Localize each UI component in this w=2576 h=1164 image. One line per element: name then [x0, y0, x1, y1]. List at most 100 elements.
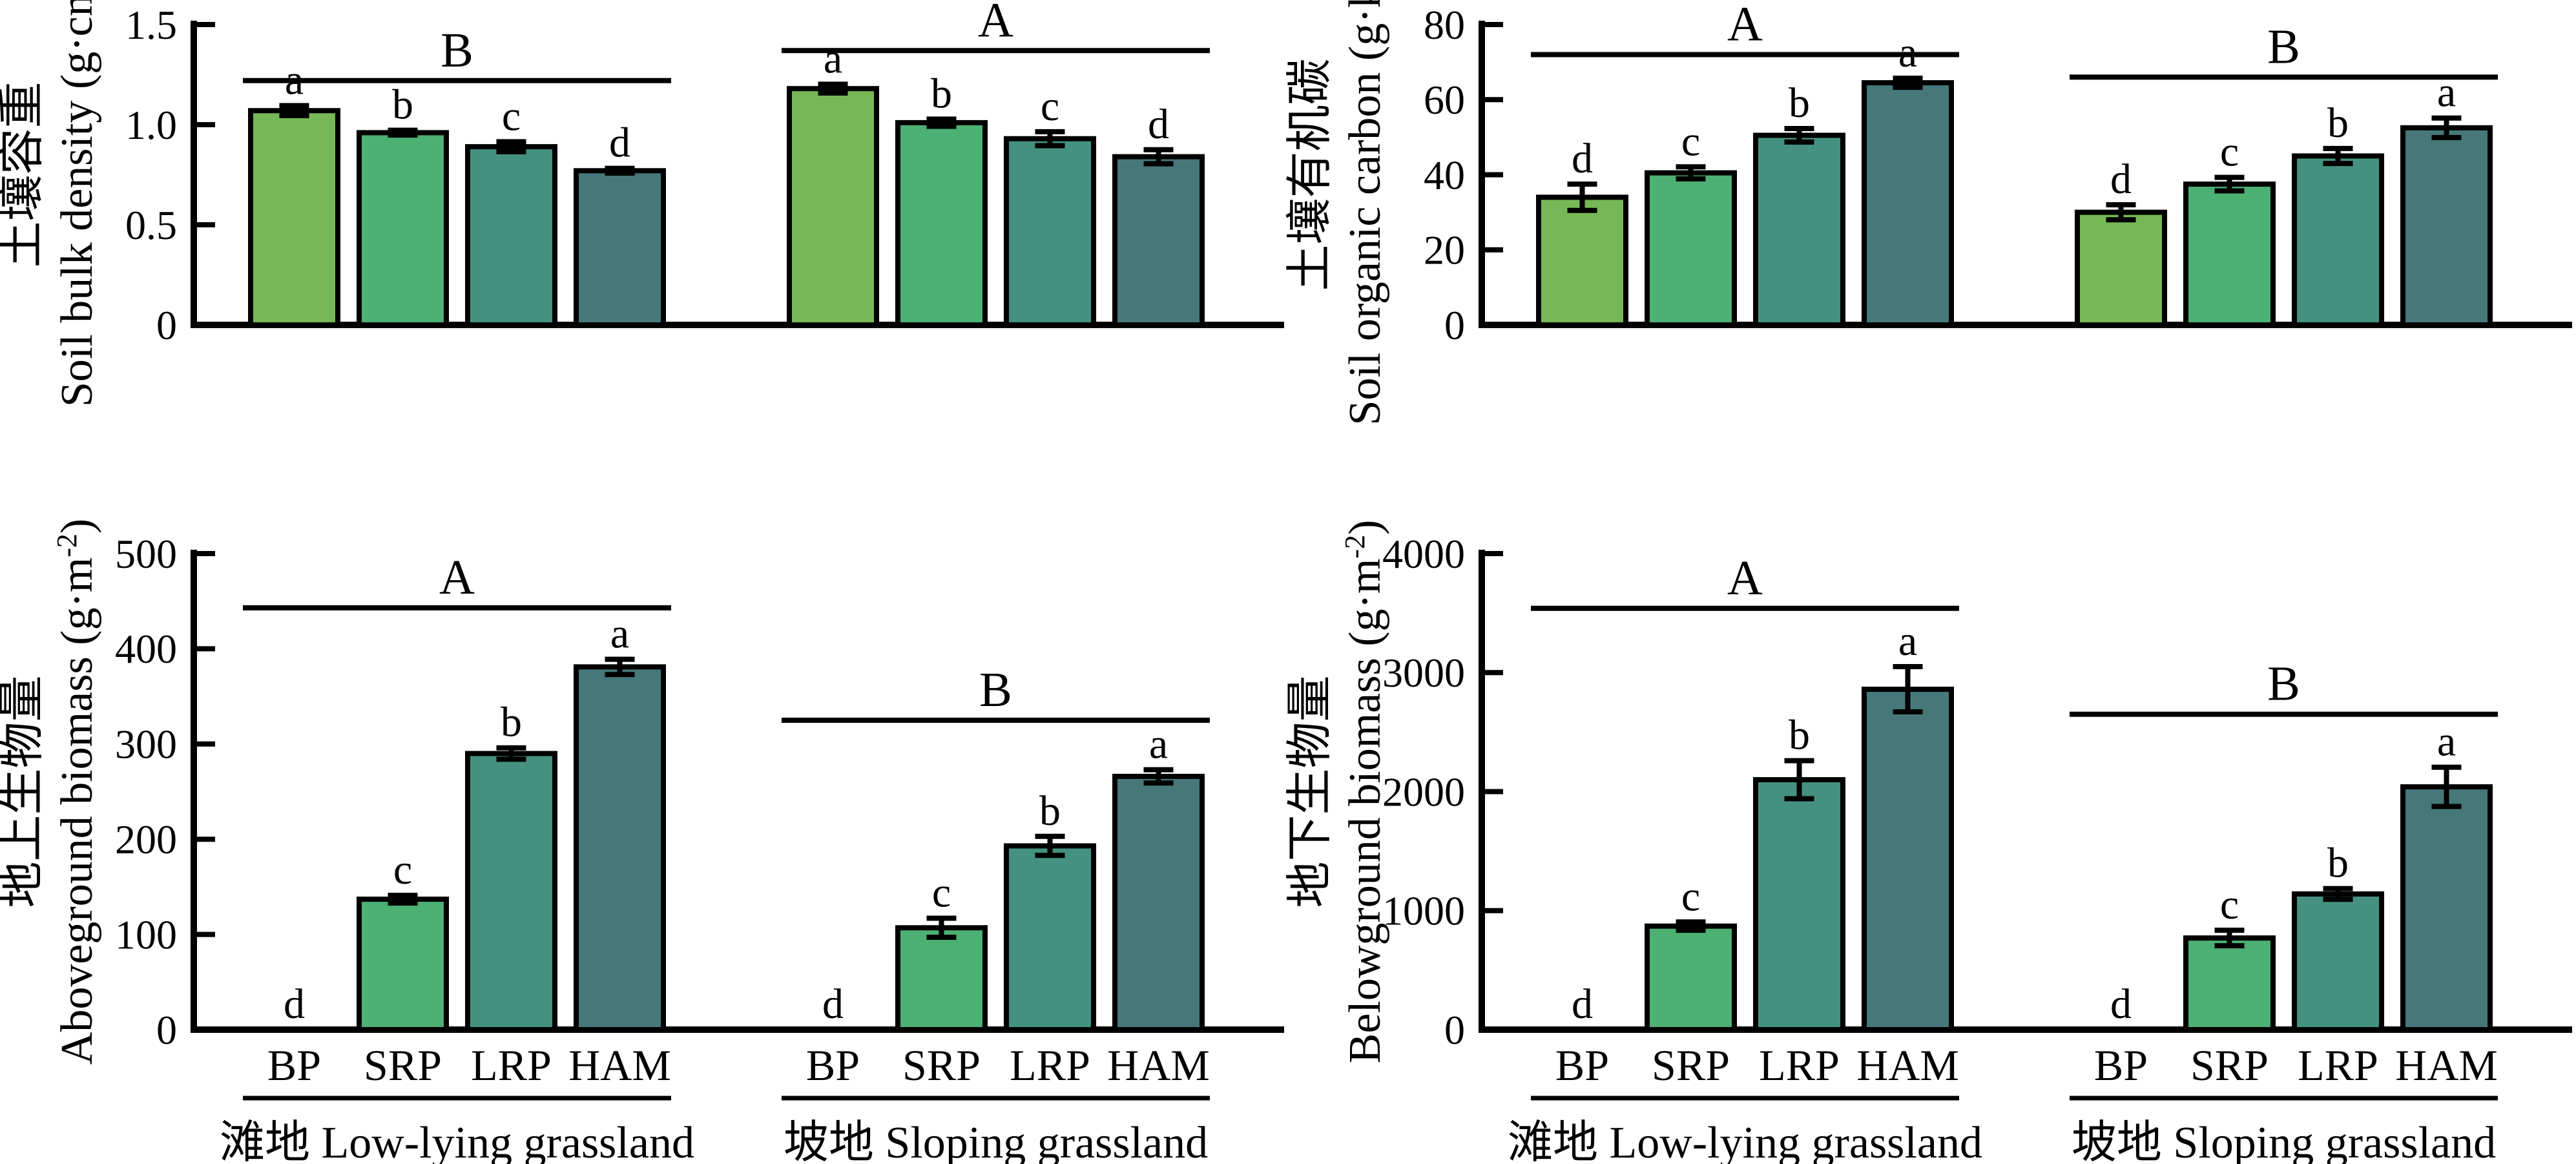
sig-letter: d — [2110, 981, 2132, 1028]
sig-letter: a — [610, 610, 629, 658]
x-category-label: BP — [806, 1041, 860, 1090]
group-low-lying: Ad BP c SRP b LRP a HAM 滩地 Low-lying grassland — [1508, 551, 1982, 1164]
sig-letter: b — [392, 81, 413, 129]
group-sloping: Aa b c d — [782, 0, 1210, 327]
bar-LRP — [1753, 132, 1845, 327]
y-axis-title-en: Belowground biomass (g·m-2) — [1339, 520, 1390, 1064]
y-axis-title-cn: 土壤有机碳 — [1284, 58, 1336, 291]
sig-letter: d — [1572, 981, 1593, 1028]
group-sig-letter: B — [2267, 657, 2300, 711]
sig-letter: c — [932, 869, 951, 917]
y-tick-label: 40 — [1424, 152, 1465, 198]
x-category-label: LRP — [1759, 1041, 1840, 1090]
bar-HAM — [1112, 154, 1205, 327]
sig-letter: d — [1148, 101, 1169, 148]
y-tick-label: 1000 — [1382, 888, 1465, 934]
bar-LRP — [465, 144, 557, 327]
sig-letter: b — [1789, 79, 1810, 127]
x-category-label: HAM — [1107, 1041, 1210, 1090]
x-category-label: HAM — [568, 1041, 671, 1090]
bar-SRP — [1645, 170, 1737, 327]
y-tick-label: 300 — [115, 722, 177, 767]
x-category-label: BP — [267, 1041, 321, 1090]
sig-letter: a — [2437, 69, 2456, 116]
sig-letter: a — [1898, 618, 1917, 665]
y-tick-label: 0 — [156, 1007, 177, 1053]
bar-SRP — [357, 130, 449, 327]
bar-BP — [248, 108, 340, 328]
bar-LRP — [1753, 777, 1845, 1032]
bar-SRP — [895, 120, 988, 327]
y-tick-label: 100 — [115, 911, 177, 957]
sig-letter: b — [931, 70, 952, 117]
bar-HAM — [2400, 784, 2493, 1032]
sig-letter: a — [2437, 718, 2456, 765]
y-tick-label: 0.5 — [125, 202, 177, 248]
sig-letter: c — [393, 846, 412, 893]
bar-HAM — [574, 664, 666, 1032]
sig-letter: d — [284, 981, 305, 1028]
group-low-lying: Ba b c d — [243, 23, 671, 328]
y-tick-label: 60 — [1424, 77, 1465, 123]
y-tick-label: 1.0 — [125, 102, 177, 148]
group-sloping: Bd BP c SRP b LRP a HAM 坡地 Sloping grassland — [782, 663, 1210, 1164]
group-sig-letter: A — [978, 0, 1013, 47]
sig-letter: b — [1039, 787, 1061, 835]
panel-bottom-left: 0 100 200 300 400 500 地上生物量 Aboveground biomass… — [0, 519, 1284, 1164]
y-axis-title-en: Soil bulk density (g·cm-3) — [51, 0, 102, 407]
sig-letter: b — [1789, 712, 1810, 759]
x-category-label: LRP — [471, 1041, 552, 1090]
bar-SRP — [357, 897, 449, 1033]
x-category-label: LRP — [2298, 1041, 2378, 1090]
sig-letter: a — [285, 57, 304, 104]
group-sig-letter: B — [441, 23, 473, 78]
x-category-label: SRP — [1652, 1041, 1730, 1090]
y-tick-label: 500 — [115, 531, 177, 577]
bar-LRP — [2292, 153, 2384, 327]
y-tick-label: 80 — [1424, 2, 1465, 48]
x-category-label: SRP — [902, 1041, 981, 1090]
bar-SRP — [2183, 182, 2276, 327]
group-label: 滩地 Low-lying grassland — [220, 1118, 694, 1164]
y-tick-label: 20 — [1424, 227, 1465, 273]
y-axis-title-en: Aboveground biomass (g·m-2) — [51, 519, 102, 1065]
group-label: 滩地 Low-lying grassland — [1508, 1118, 1982, 1164]
bar-BP — [2075, 209, 2167, 327]
y-tick-label: 400 — [115, 626, 177, 672]
sig-letter: a — [1898, 29, 1917, 76]
sig-letter: c — [2220, 129, 2239, 176]
x-category-label: BP — [1555, 1041, 1609, 1090]
y-axis-title-cn: 土壤容重 — [0, 81, 48, 267]
bar-LRP — [2292, 891, 2384, 1032]
sig-letter: b — [2327, 840, 2349, 887]
bar-HAM — [1112, 773, 1205, 1033]
bar-BP — [1536, 194, 1628, 327]
group-sig-letter: A — [1727, 551, 1763, 605]
sig-letter: d — [1572, 135, 1593, 182]
sig-letter: c — [1681, 118, 1700, 165]
y-tick-label: 1.5 — [125, 2, 177, 48]
group-label: 坡地 Sloping grassland — [2072, 1118, 2496, 1164]
y-tick-label: 4000 — [1382, 531, 1465, 577]
x-category-label: SRP — [2190, 1041, 2269, 1090]
sig-letter: a — [824, 35, 842, 82]
sig-letter: d — [609, 120, 630, 167]
bar-LRP — [1004, 843, 1096, 1032]
bar-SRP — [895, 925, 988, 1032]
group-sig-letter: A — [1727, 0, 1763, 52]
sig-letter: d — [822, 981, 844, 1028]
y-axis-title-cn: 地上生物量 — [0, 675, 48, 908]
group-sig-letter: A — [439, 550, 475, 605]
group-low-lying: Ad BP c SRP b LRP a HAM 滩地 Low-lying grassland — [220, 550, 694, 1164]
x-category-label: HAM — [1856, 1041, 1959, 1090]
panel-bottom-right: 0 1000 2000 3000 4000 地下生物量 Belowground biomas… — [1284, 520, 2572, 1164]
bar-BP — [787, 86, 879, 327]
y-tick-label: 0 — [1444, 302, 1465, 348]
bar-SRP — [1645, 923, 1737, 1033]
group-sloping: Bd BP c SRP b LRP a HAM 坡地 Sloping grassland — [2070, 657, 2498, 1164]
bar-SRP — [2183, 935, 2276, 1032]
